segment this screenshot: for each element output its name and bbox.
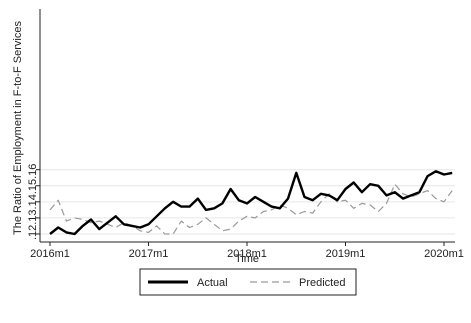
- y-tick-label: .14: [27, 194, 39, 209]
- y-tick-label: .12: [27, 225, 39, 240]
- legend-actual-label: Actual: [197, 277, 228, 289]
- y-tick-labels: .12.13.14.15.16: [27, 164, 39, 240]
- x-tick-label: 2019m1: [326, 248, 366, 260]
- series-group: [49, 170, 453, 236]
- x-tick-label: 2017m1: [129, 248, 169, 260]
- x-tick-label: 2016m1: [30, 248, 70, 260]
- series-line-predicted: [49, 183, 453, 235]
- series-line-actual: [49, 170, 453, 236]
- y-ticks: .12.13.14.15.16: [27, 164, 40, 240]
- y-tick-label: .13: [27, 209, 39, 224]
- x-tick-label: 2018m1: [227, 248, 267, 260]
- y-tick-label: .16: [27, 164, 39, 179]
- x-axis-label: Time: [235, 253, 259, 265]
- legend: Actual Predicted: [139, 268, 357, 296]
- y-axis-label: The Ratio of Employment in F-to-F Servic…: [12, 21, 24, 235]
- x-tick-label: 2020m1: [424, 248, 464, 260]
- x-ticks: 2016m1 2017m1 2018m1 2019m1 2020m1: [30, 242, 464, 260]
- y-tick-label: .15: [27, 179, 39, 194]
- legend-predicted-label: Predicted: [299, 277, 345, 289]
